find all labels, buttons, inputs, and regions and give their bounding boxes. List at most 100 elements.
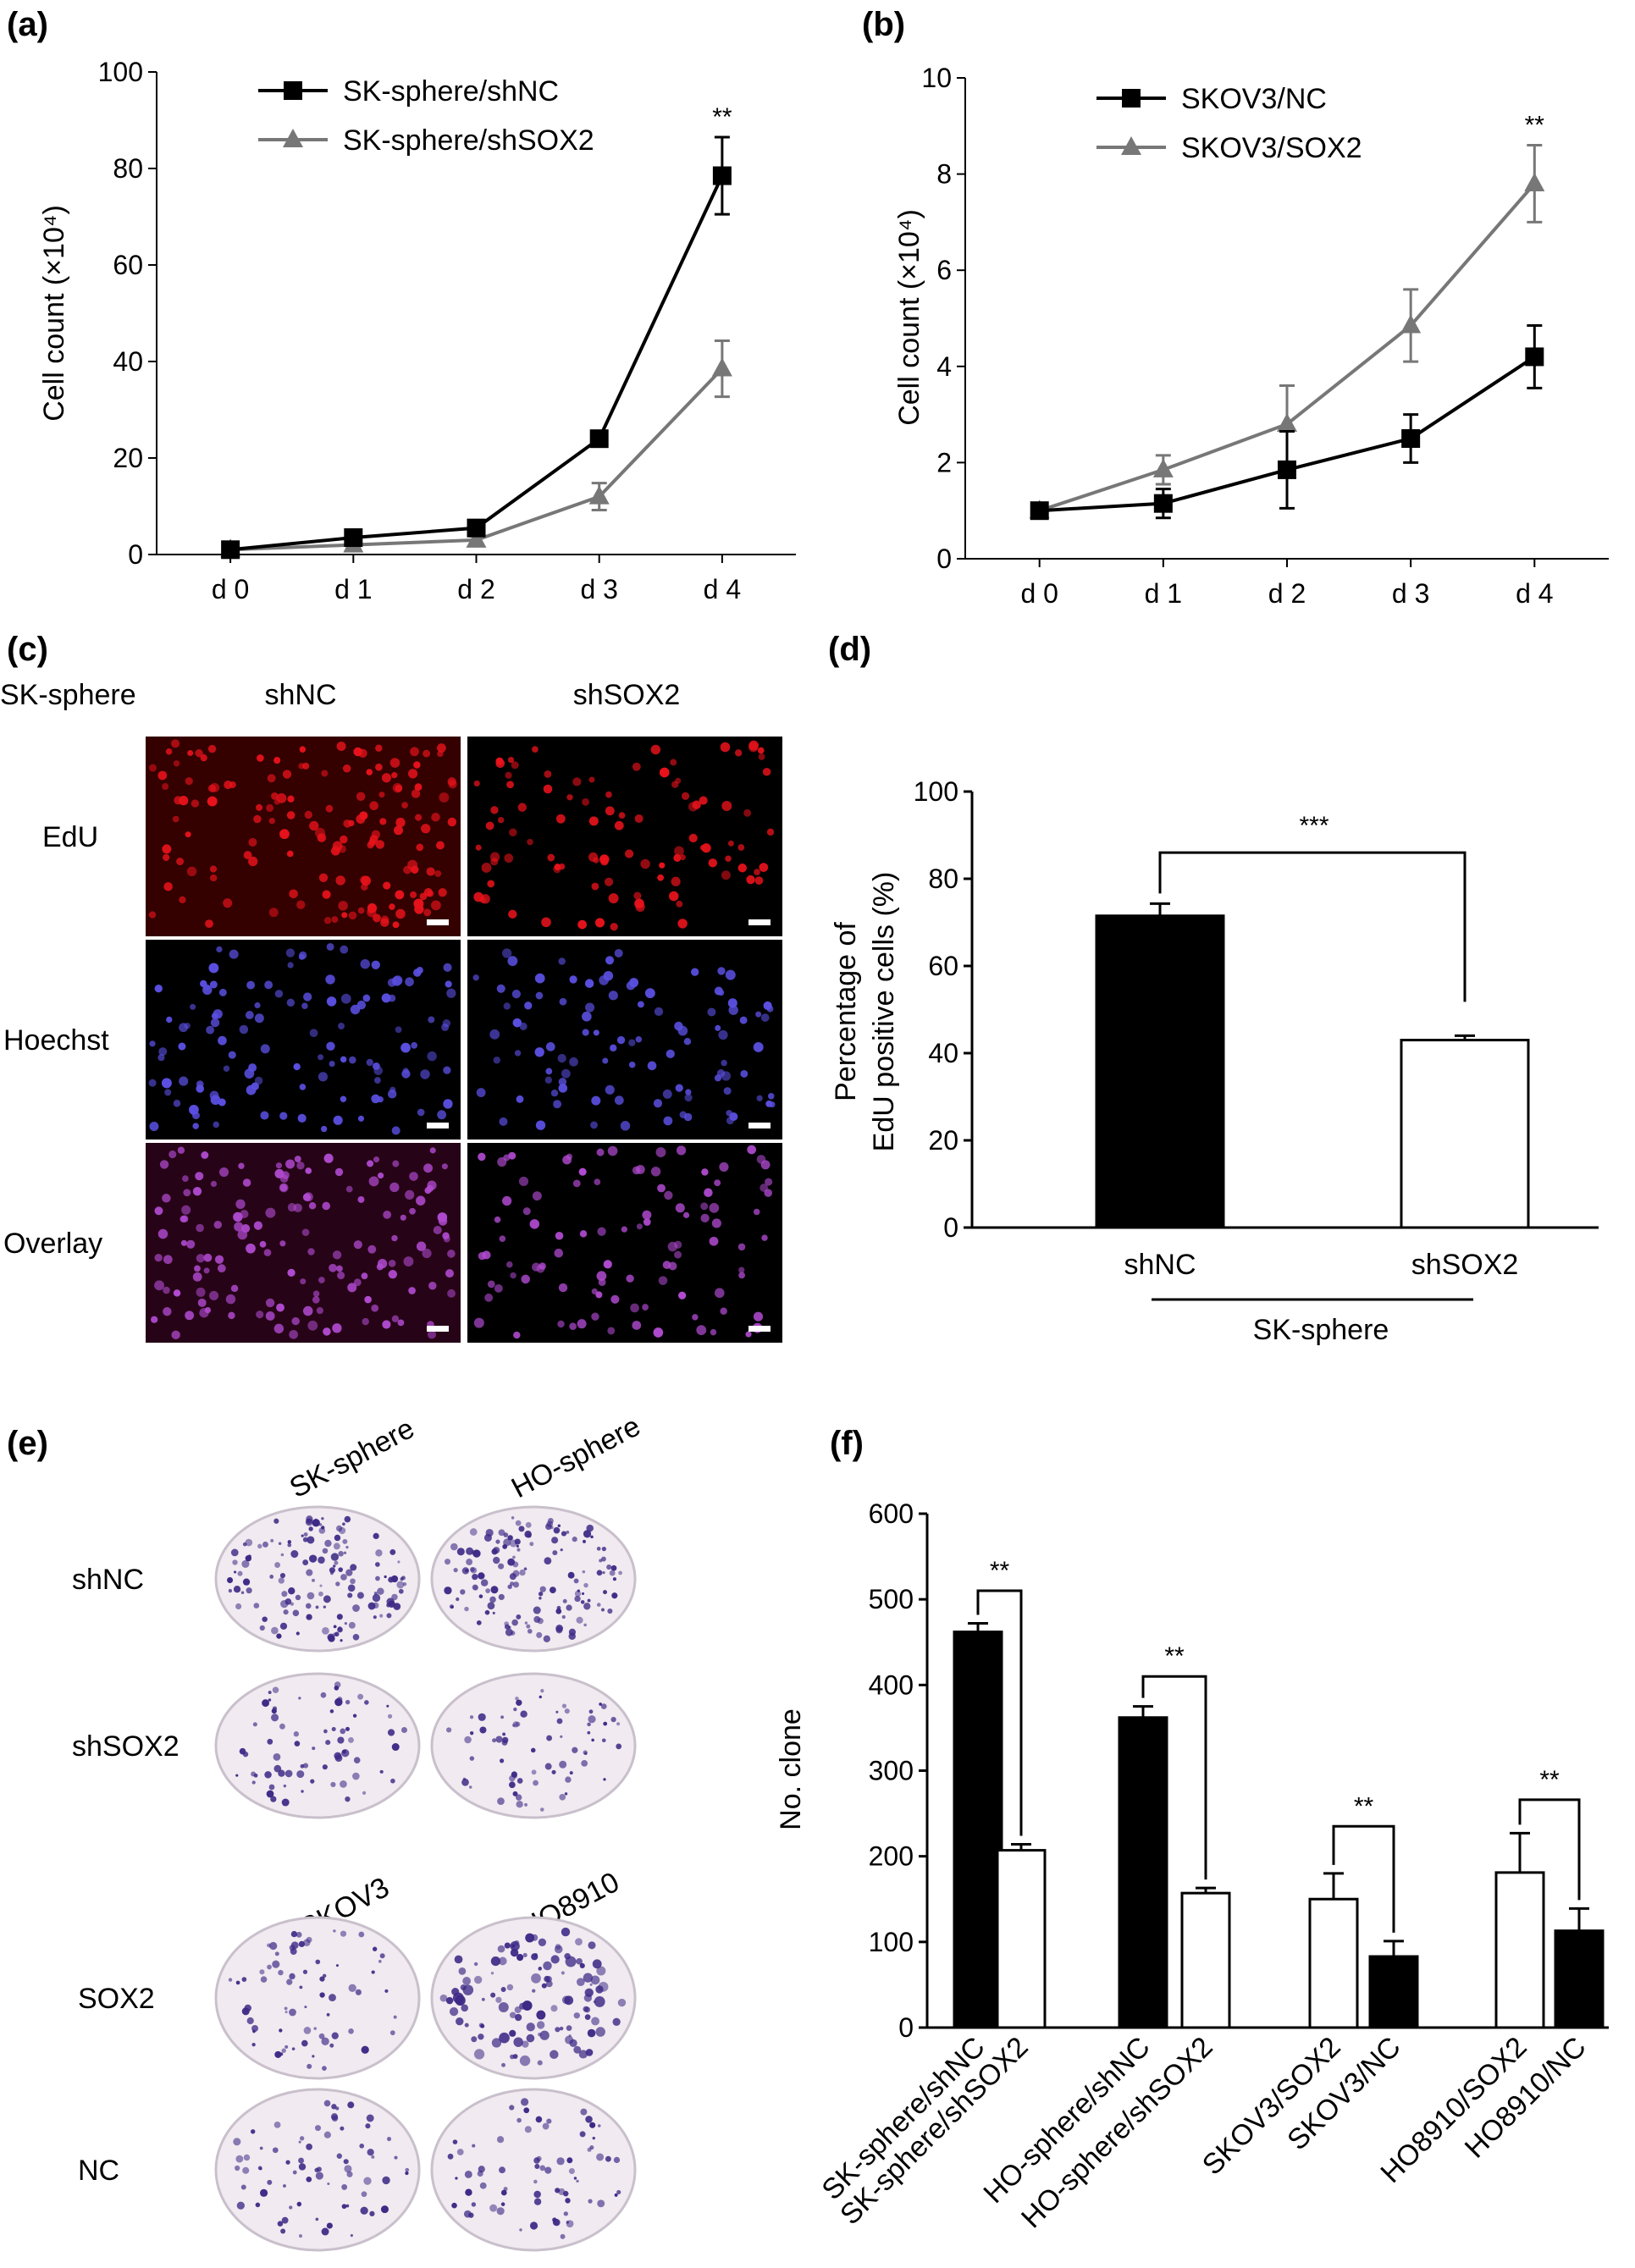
colony [566, 2025, 572, 2031]
colony [489, 1597, 496, 1603]
colony [341, 2184, 347, 2190]
cell-nucleus [176, 858, 184, 865]
colony [340, 2127, 344, 2131]
cell-nucleus [354, 1240, 362, 1249]
cell-nucleus [754, 869, 760, 875]
colony [273, 2147, 279, 2153]
cell-nucleus [337, 742, 346, 751]
colony [581, 1760, 588, 1767]
colony [531, 1748, 536, 1753]
colony [510, 2011, 516, 2018]
cell-nucleus [487, 880, 494, 888]
cell-nucleus [154, 1206, 163, 1215]
cell-nucleus [281, 1171, 289, 1178]
cell-nucleus [358, 1116, 364, 1122]
cell-nucleus [382, 993, 391, 1002]
cell-nucleus [636, 1036, 643, 1043]
colony [574, 1596, 580, 1602]
colony [242, 2167, 249, 2174]
colony [497, 2136, 504, 2143]
y-axis-label-line2: EdU positive cells (%) [868, 872, 900, 1152]
panel-label-a: (a) [7, 6, 48, 43]
cell-nucleus [248, 1063, 257, 1072]
colony [405, 2168, 409, 2172]
cell-nucleus [615, 949, 623, 957]
colony [516, 2118, 522, 2123]
cell-nucleus [473, 974, 479, 980]
cell-nucleus [668, 1261, 677, 1270]
colony [497, 1797, 505, 1805]
cell-nucleus [537, 1265, 545, 1273]
colony [382, 2177, 389, 2184]
colony [324, 2100, 331, 2107]
colony [267, 2180, 272, 2185]
cell-nucleus [413, 899, 423, 909]
colony [386, 1613, 391, 1618]
panel-label-e: (e) [7, 1425, 48, 1462]
cell-nucleus [759, 863, 768, 872]
cell-nucleus [669, 891, 679, 902]
colony [324, 1540, 331, 1547]
x-tick-label: d 4 [1516, 578, 1553, 609]
cell-nucleus [674, 1251, 682, 1259]
colony [500, 1715, 504, 1719]
cell-nucleus [582, 1012, 592, 1022]
colony [559, 1794, 566, 1801]
colony [310, 1779, 314, 1783]
cell-nucleus [198, 1299, 207, 1307]
cell-nucleus [327, 996, 337, 1007]
colony [495, 1735, 502, 1742]
colony [403, 1582, 406, 1586]
colony [316, 2171, 323, 2179]
cell-nucleus [327, 943, 334, 951]
colony [481, 1579, 489, 1586]
cell-nucleus [218, 1036, 227, 1046]
y-axis-label: Cell count (×10⁴) [38, 205, 70, 422]
colony [478, 1572, 484, 1579]
colony [291, 1931, 297, 1937]
cell-nucleus [506, 781, 514, 788]
colony [511, 1949, 518, 1956]
colony [585, 2116, 593, 2123]
colony [353, 1714, 356, 1718]
colony [347, 1592, 352, 1598]
row-label: shSOX2 [72, 1730, 180, 1763]
colony [539, 1592, 543, 1596]
colony [352, 1773, 360, 1780]
cell-nucleus [395, 1026, 402, 1033]
cell-nucleus [313, 1290, 320, 1297]
colony [569, 2034, 572, 2037]
colony [515, 2006, 522, 2013]
colony [282, 2049, 286, 2053]
cell-nucleus [591, 1312, 599, 1320]
x-tick-label: d 2 [1268, 578, 1306, 609]
colony [319, 1585, 322, 1587]
colony [450, 1543, 458, 1551]
cell-nucleus [246, 1244, 256, 1254]
cell-nucleus [573, 1179, 581, 1187]
cell-nucleus [547, 854, 555, 862]
colony [607, 1609, 612, 1614]
colony [290, 1945, 296, 1951]
cell-nucleus [443, 1099, 452, 1108]
colony [580, 1963, 585, 1968]
cell-nucleus [444, 963, 452, 972]
cell-nucleus [208, 963, 218, 973]
x-tick-label: d 3 [580, 574, 617, 604]
cell-nucleus [382, 773, 391, 782]
colony [271, 1627, 279, 1635]
cell-nucleus [656, 1147, 666, 1157]
colony [527, 2034, 535, 2043]
cell-nucleus [629, 978, 638, 987]
cell-nucleus [474, 1318, 484, 1328]
colony [312, 1747, 315, 1750]
cell-nucleus [360, 959, 369, 968]
colony [529, 1542, 533, 1546]
y-tick-label: 4 [936, 351, 952, 382]
colony [279, 2028, 282, 2032]
cell-nucleus [185, 1023, 191, 1029]
cell-nucleus [369, 801, 378, 810]
cell-nucleus [325, 974, 334, 984]
colony [273, 1753, 281, 1761]
cell-nucleus [768, 1093, 775, 1100]
